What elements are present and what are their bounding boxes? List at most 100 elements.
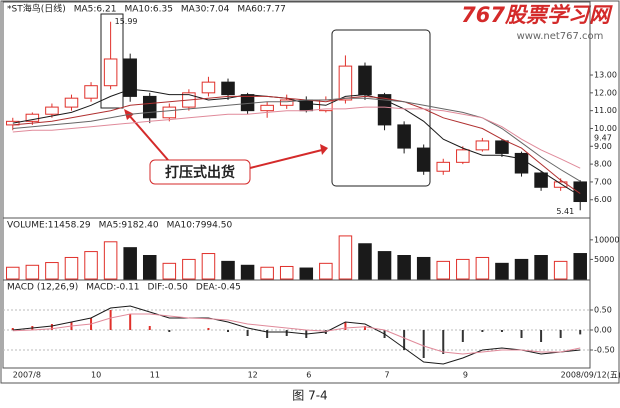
candle-body xyxy=(495,140,509,154)
candle-body xyxy=(64,97,79,108)
candle-body xyxy=(573,181,587,203)
candle-body xyxy=(475,140,490,151)
volume-bar xyxy=(240,264,255,280)
candle-body xyxy=(123,58,137,97)
series-line xyxy=(12,95,581,194)
candle-body xyxy=(338,65,353,101)
caption: 图 7-4 xyxy=(292,389,327,403)
x-tick-label: 9 xyxy=(463,371,468,380)
volume-bar xyxy=(573,253,587,280)
volume-bar xyxy=(6,266,20,280)
volume-bar xyxy=(84,251,98,280)
volume-bar xyxy=(162,262,177,280)
volume-bar xyxy=(475,256,490,280)
y-tick-label: 0.50 xyxy=(594,306,612,315)
legend-entry: MA5:6.21 xyxy=(74,5,117,15)
y-tick-label: 10.00 xyxy=(594,124,617,133)
candle-body xyxy=(84,85,98,99)
legend-entry: MA5:9182.40 xyxy=(99,221,159,231)
volume-bar xyxy=(142,255,157,280)
candle-body xyxy=(45,106,59,115)
volume-bar xyxy=(64,256,79,280)
arrow xyxy=(249,149,323,169)
legend-entry: MACD:-0.11 xyxy=(86,283,139,293)
candle-body xyxy=(25,113,40,122)
y-tick-label: 5000 xyxy=(594,255,614,264)
volume-bar xyxy=(456,258,470,280)
highlight-box xyxy=(100,13,124,109)
y-tick-label: 12.00 xyxy=(594,88,617,97)
volume-bar xyxy=(25,264,40,280)
annotation-box xyxy=(149,159,251,185)
candle-body xyxy=(377,94,392,126)
candle-body xyxy=(162,106,177,119)
arrow-head xyxy=(320,144,328,155)
y-tick-label: 7.00 xyxy=(594,177,612,186)
volume-bar xyxy=(514,258,529,280)
volume-bar xyxy=(436,260,451,280)
candle-body xyxy=(103,58,118,87)
volume-bar xyxy=(534,255,548,280)
volume-bar xyxy=(103,241,118,280)
arrow xyxy=(127,113,169,161)
volume-bar xyxy=(279,265,294,280)
candle-body xyxy=(514,152,529,174)
candle-body xyxy=(358,65,372,96)
volume-bar xyxy=(495,262,509,280)
y-tick-label: 11.00 xyxy=(594,106,617,115)
candle-body xyxy=(279,99,294,106)
watermark-title: 767股票学习网 xyxy=(461,3,613,27)
x-tick-label: 12 xyxy=(248,371,258,380)
y-tick-label: 10000 xyxy=(594,235,619,244)
series-line xyxy=(12,313,581,355)
volume-bar xyxy=(123,247,137,280)
candle-body xyxy=(397,124,411,149)
volume-bar xyxy=(397,255,411,280)
panel-frame xyxy=(2,1,591,219)
y-tick-label: 8.00 xyxy=(594,160,612,169)
candle-body xyxy=(299,99,314,112)
volume-bar xyxy=(338,235,353,280)
x-tick-label: 2008/09/12(五) xyxy=(561,371,620,380)
volume-bar xyxy=(319,262,333,280)
annotation: 打压式出货 xyxy=(165,164,235,181)
rebound-high-label: 9.47 xyxy=(594,133,612,142)
candle-body xyxy=(436,161,451,172)
y-tick-label: -0.50 xyxy=(594,346,615,355)
x-tick-label: 2007/8 xyxy=(13,371,41,380)
volume-bar xyxy=(182,258,196,280)
legend-entry: DIF:-0.50 xyxy=(148,283,189,293)
candle-body xyxy=(221,81,235,96)
volume-bar xyxy=(358,243,372,280)
legend-entry: *ST海鸟(日线) xyxy=(7,3,66,15)
legend-entry: MACD (12,26,9) xyxy=(7,283,78,293)
legend-entry: VOLUME:11458.29 xyxy=(7,221,91,231)
low-label: 5.41 xyxy=(556,207,574,216)
y-tick-label: 13.00 xyxy=(594,71,617,80)
volume-bar xyxy=(260,266,274,280)
y-tick-label: 0.00 xyxy=(594,326,612,335)
volume-bar xyxy=(221,260,235,280)
legend-entry: MA10:6.35 xyxy=(124,5,172,15)
legend-entry: MA30:7.04 xyxy=(181,5,230,15)
candle-body xyxy=(260,104,274,112)
x-tick-label: 7 xyxy=(385,371,390,380)
x-tick-label: 6 xyxy=(306,371,311,380)
series-line xyxy=(12,106,581,169)
chart-frame xyxy=(0,0,620,384)
volume-bar xyxy=(201,253,216,280)
volume-bar xyxy=(299,267,314,280)
y-tick-label: 9.00 xyxy=(594,142,612,151)
candle-body xyxy=(142,95,157,119)
high-label: 15.99 xyxy=(115,17,138,26)
panel-frame xyxy=(2,279,591,369)
legend-entry: DEA:-0.45 xyxy=(196,283,241,293)
x-tick-label: 10 xyxy=(91,371,101,380)
y-tick-label: 6.00 xyxy=(594,195,612,204)
series-line xyxy=(12,305,581,365)
x-tick-label: 11 xyxy=(150,371,160,380)
watermark-url: www.net767.com xyxy=(517,31,604,42)
candle-body xyxy=(201,81,216,94)
